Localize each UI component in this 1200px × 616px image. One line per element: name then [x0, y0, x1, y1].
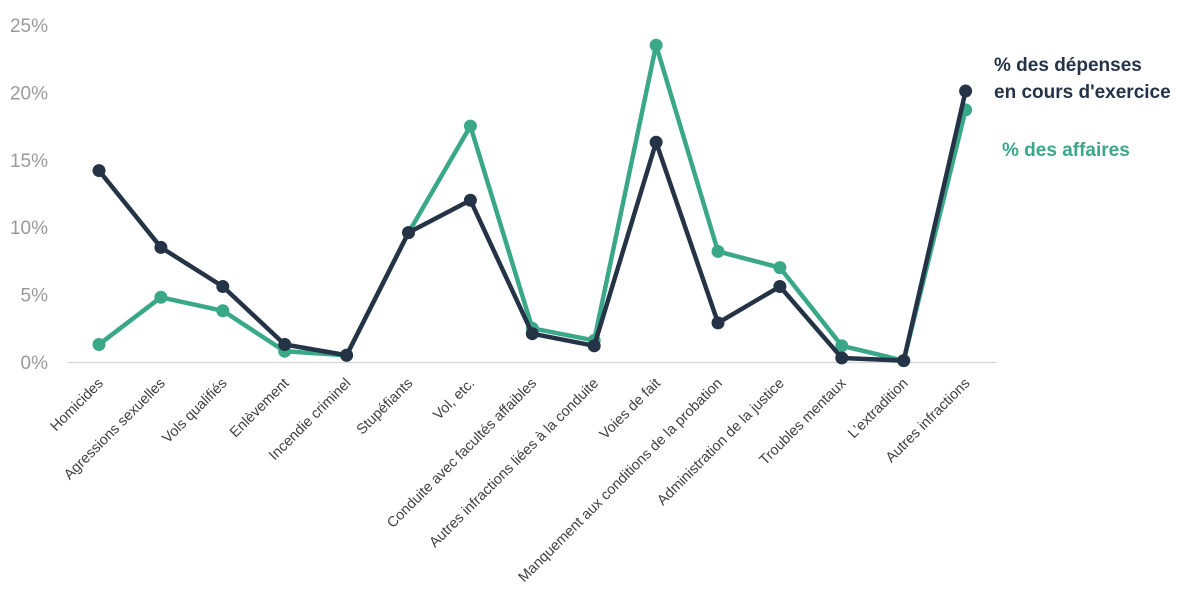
- data-point-series-1: [154, 290, 168, 304]
- y-tick-label: 25%: [10, 16, 48, 37]
- data-point-series-1: [92, 337, 106, 351]
- data-point-series-0: [649, 135, 663, 149]
- data-point-series-0: [340, 348, 354, 362]
- y-tick-label: 20%: [10, 83, 48, 104]
- data-point-series-0: [773, 280, 787, 294]
- data-point-series-0: [463, 193, 477, 207]
- data-point-series-0: [897, 354, 911, 368]
- data-point-series-0: [835, 351, 849, 365]
- data-point-series-1: [773, 261, 787, 275]
- data-point-series-0: [154, 240, 168, 254]
- x-tick-label: Vols qualifiés: [159, 376, 230, 447]
- series-line-1: [96, 42, 968, 363]
- data-point-series-0: [402, 226, 415, 240]
- y-tick-label: 5%: [21, 286, 49, 307]
- y-tick-label: 15%: [10, 151, 48, 172]
- data-point-series-0: [711, 316, 725, 330]
- data-point-series-0: [278, 337, 292, 351]
- data-point-series-0: [92, 164, 106, 178]
- data-point-series-1: [711, 244, 725, 258]
- data-point-series-1: [216, 304, 230, 318]
- legend-spending-line-1: % des dépenses: [994, 55, 1142, 76]
- x-tick-label: Homicides: [48, 376, 107, 435]
- x-tick-label: Voies de fait: [597, 376, 664, 443]
- x-tick-label: Agressions sexuelles: [61, 376, 169, 484]
- data-point-series-0: [587, 339, 601, 353]
- data-point-series-1: [463, 119, 477, 133]
- data-point-series-1: [835, 339, 849, 353]
- data-point-series-1: [649, 38, 663, 52]
- x-tick-label: L'extradition: [845, 376, 911, 442]
- legend-entry-spending: % des dépenses en cours d'exercice: [994, 52, 1194, 106]
- x-tick-label: Administration de la justice: [654, 376, 787, 509]
- y-tick-label: 0%: [21, 353, 49, 374]
- data-point-series-0: [959, 84, 973, 98]
- legend-cases-line-1: % des affaires: [1002, 140, 1130, 161]
- y-tick-label: 10%: [10, 218, 48, 239]
- x-tick-label: Vol, etc.: [430, 376, 478, 424]
- data-point-series-0: [525, 327, 539, 341]
- data-point-series-0: [216, 280, 230, 294]
- series-line-0: [96, 88, 968, 363]
- legend-entry-cases: % des affaires: [1002, 137, 1192, 164]
- x-tick-label: Enlèvement: [227, 376, 292, 441]
- x-tick-label: Stupéfiants: [354, 376, 417, 439]
- legend-spending-line-2: en cours d'exercice: [994, 82, 1171, 103]
